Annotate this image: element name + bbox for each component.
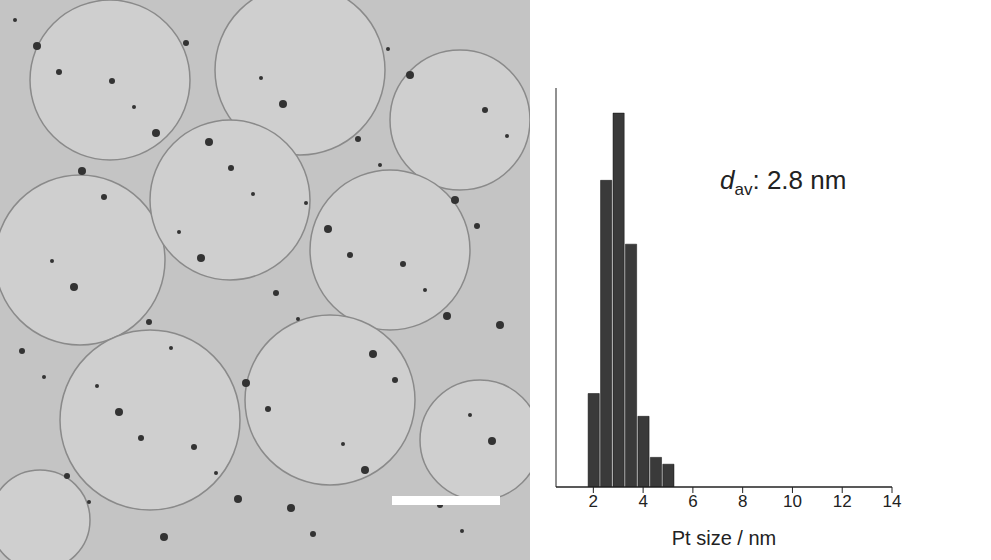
svg-text:10: 10 bbox=[783, 492, 802, 511]
svg-text:12: 12 bbox=[833, 492, 852, 511]
svg-text:14: 14 bbox=[883, 492, 902, 511]
svg-text:Pt size / nm: Pt size / nm bbox=[672, 527, 776, 549]
html-text:dav: 2.8 nm: dav: 2.8 nm bbox=[720, 165, 847, 200]
svg-text:4: 4 bbox=[638, 492, 647, 511]
svg-text:2: 2 bbox=[589, 492, 598, 511]
svg-text:6: 6 bbox=[688, 492, 697, 511]
svg-text:8: 8 bbox=[738, 492, 747, 511]
